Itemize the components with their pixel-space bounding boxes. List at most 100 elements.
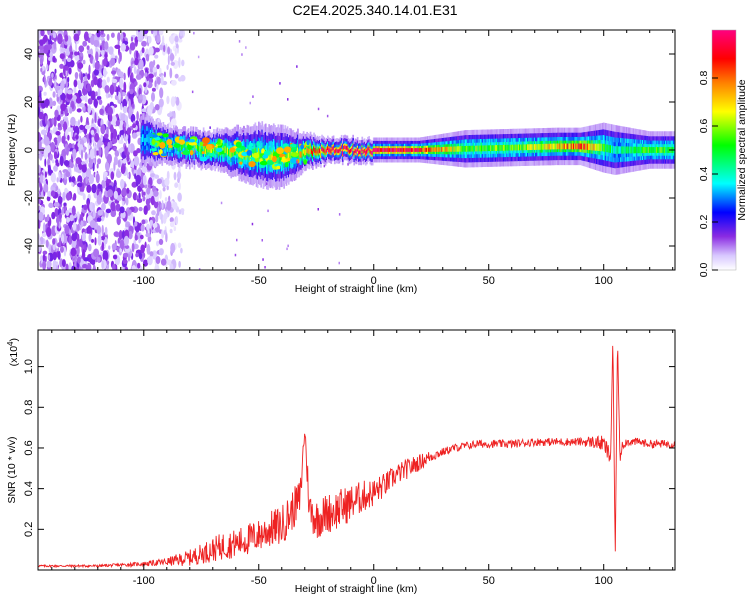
spectrogram-noise-blob	[167, 112, 173, 118]
spectrogram-speck	[209, 126, 211, 129]
spectrogram-signal-blob	[201, 151, 205, 155]
spectrogram-signal-cell	[565, 143, 567, 150]
spectrogram-noise-blob	[63, 236, 68, 245]
spectrogram-noise-blob	[75, 134, 79, 140]
spectrogram-signal-blob	[239, 161, 243, 165]
spectrogram-signal-cell	[451, 146, 453, 152]
spectrogram-signal-cell	[628, 146, 630, 154]
spectrogram-signal-cell	[258, 148, 260, 158]
spectrogram-signal-cell	[406, 148, 408, 152]
spectrogram-signal-cell	[647, 147, 650, 153]
spectrogram-noise-blob	[95, 173, 100, 184]
spectrogram-noise-blob	[129, 73, 133, 83]
spectrogram-noise-blob	[146, 187, 151, 195]
spectrogram-noise-blob	[121, 187, 128, 197]
spectrogram-signal-cell	[416, 148, 419, 152]
spectrogram-noise-blob	[85, 264, 89, 270]
spectrogram-speck	[287, 244, 289, 248]
spectrogram-speck	[267, 209, 269, 213]
spectrogram-noise-blob	[107, 106, 113, 116]
spectrogram-signal-cell	[401, 148, 404, 152]
spectrogram-signal-cell	[318, 148, 321, 153]
spectrogram-signal-cell	[528, 144, 530, 151]
spectrogram-noise-blob	[53, 201, 60, 208]
colorbar-ticks: 0.0 0.2 0.4 0.6 0.8	[698, 71, 718, 277]
spectrogram-noise-blob	[153, 190, 159, 197]
spectrogram-signal-cell	[320, 151, 322, 156]
spectrogram-noise-blob	[38, 198, 42, 205]
spectrogram-noise-blob	[77, 103, 80, 108]
spectrogram-noise-blob	[167, 54, 170, 66]
spectrogram-noise-blob	[127, 143, 131, 153]
spectrogram-noise-blob	[161, 229, 165, 239]
spectrogram-noise-blob	[120, 134, 124, 142]
spectrogram-signal-cell	[289, 150, 291, 159]
spectrogram-signal-cell	[415, 148, 418, 152]
spectrogram-noise-blob	[126, 153, 130, 162]
spectrogram-signal-blob	[256, 141, 260, 147]
spectrogram-signal-cell	[382, 148, 384, 152]
spectrogram-signal-cell	[645, 147, 648, 153]
spectrogram-noise-blob	[152, 223, 158, 228]
spectrogram-noise-blob	[40, 67, 43, 72]
spectrogram-noise-blob	[56, 177, 59, 183]
spectrogram-noise-blob	[166, 170, 170, 181]
spectrogram-noise-blob	[163, 229, 167, 236]
spectrogram-noise-blob	[46, 195, 51, 202]
spectrogram-signal-cell	[392, 148, 395, 152]
spectrogram-noise-blob	[159, 67, 162, 74]
spectrogram-speck	[287, 98, 289, 101]
spectrogram-noise-blob	[78, 119, 80, 126]
spectrogram-noise-blob	[178, 209, 182, 215]
spectrogram-noise-blob	[48, 97, 53, 108]
spectrogram-noise-blob	[142, 174, 147, 186]
spectrogram-signal-cell	[474, 145, 476, 152]
spectrogram-noise-blob	[85, 159, 89, 164]
spectrogram-signal-cell	[404, 148, 406, 152]
spectrogram-noise-blob	[85, 176, 88, 184]
spectrogram-noise-blob	[77, 182, 83, 188]
spectrogram-noise-blob	[150, 30, 154, 35]
spectrogram-noise-blob	[105, 179, 112, 184]
spectrogram-noise-blob	[97, 209, 103, 216]
spectrogram-signal-cell	[498, 145, 500, 151]
spectrogram-noise-blob	[44, 98, 50, 107]
spectrogram-signal-cell	[586, 143, 589, 150]
spectrogram-noise-blob	[64, 34, 69, 42]
spectrogram-signal-blob	[259, 160, 268, 166]
spectrogram-noise-blob	[49, 77, 53, 83]
spectrogram-signal-cell	[389, 148, 391, 152]
spectrogram-noise-blob	[169, 67, 173, 79]
spectrogram-signal-cell	[546, 143, 549, 150]
spectrogram-signal-cell	[315, 150, 318, 156]
spectrogram-speck	[220, 201, 223, 205]
spectrogram-signal-cell	[405, 148, 407, 152]
spectrogram-noise-blob	[43, 74, 46, 85]
spectrogram-noise-blob	[147, 73, 154, 79]
spectrogram-signal-cell	[639, 146, 642, 154]
spectrogram-signal-blob	[156, 132, 163, 136]
spectrogram-noise-blob	[141, 219, 146, 225]
spectrogram-signal-blob	[300, 144, 304, 150]
spectrogram-noise-blob	[59, 120, 65, 125]
spectrogram-noise-blob	[46, 64, 49, 71]
spectrogram-noise-blob	[120, 103, 123, 111]
spectrogram-noise-blob	[107, 141, 111, 151]
spectrogram-signal-cell	[666, 147, 668, 153]
snr-series-line	[38, 345, 675, 569]
spectrogram-noise-blob	[110, 131, 113, 142]
spectrogram-noise-blob	[110, 124, 114, 133]
spectrogram-noise-blob	[158, 98, 164, 108]
spectrogram-noise-blob	[154, 30, 158, 36]
spectrogram-signal-cell	[366, 149, 368, 154]
spectrogram-signal-blob	[152, 152, 159, 156]
colorbar-gradient	[712, 30, 736, 270]
spectrogram-speck	[193, 133, 195, 137]
spectrogram-noise-blob	[44, 144, 51, 154]
spectrogram-noise-blob	[135, 74, 142, 80]
spectrogram-signal-cell	[421, 148, 423, 152]
spectrogram-noise-blob	[178, 38, 183, 43]
spectrogram-signal-blob	[289, 143, 297, 148]
spectrogram-signal-cell	[554, 143, 557, 150]
spectrogram-signal-cell	[455, 146, 458, 152]
